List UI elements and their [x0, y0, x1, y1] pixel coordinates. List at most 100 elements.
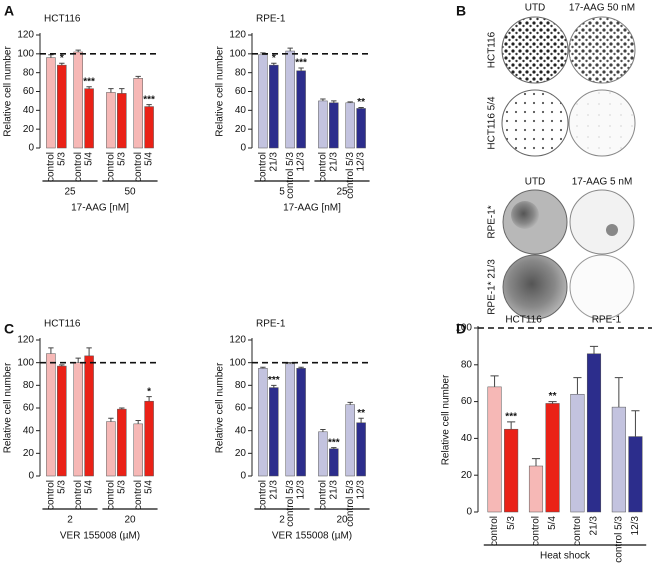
- bar: [46, 353, 56, 477]
- significance: **: [357, 97, 365, 108]
- group-label: 25: [336, 187, 348, 198]
- chart-title: HCT116: [44, 14, 81, 25]
- y-tick-label: 60: [235, 403, 247, 414]
- bar: [144, 400, 154, 477]
- row-label: RPE-1*: [487, 205, 498, 238]
- significance: ***: [268, 375, 280, 386]
- column-header: UTD: [525, 177, 546, 188]
- bar: [46, 57, 56, 149]
- error-bar: [320, 98, 326, 101]
- error-bar: [135, 75, 141, 79]
- y-axis-label: Relative cell number: [441, 374, 452, 465]
- x-tick-label: control: [106, 480, 117, 510]
- error-bar: [573, 377, 582, 395]
- significance: **: [357, 408, 365, 419]
- error-bar: [320, 429, 326, 432]
- significance: ***: [328, 437, 340, 448]
- plate: [569, 189, 635, 255]
- y-axis-label: Relative cell number: [215, 362, 226, 453]
- column-header: 17-AAG 50 nM: [569, 3, 635, 14]
- chart-title: RPE-1: [256, 319, 286, 330]
- bar: [611, 406, 626, 513]
- group-label: 50: [124, 187, 136, 198]
- bar: [570, 393, 585, 513]
- bar: [106, 421, 116, 477]
- y-tick-label: 80: [235, 67, 247, 78]
- significance: **: [549, 391, 557, 402]
- error-bar: [75, 357, 81, 363]
- bar: [269, 387, 279, 477]
- bar: [144, 106, 154, 149]
- error-bar: [75, 49, 81, 52]
- bar: [269, 64, 279, 149]
- error-bar: [108, 88, 114, 93]
- bar: [345, 102, 355, 149]
- x-tick-label: 5/3: [506, 516, 517, 530]
- error-bar: [331, 100, 337, 103]
- y-tick-label: 60: [23, 403, 35, 414]
- group-label: 20: [336, 515, 348, 526]
- y-tick-label: 100: [455, 323, 472, 334]
- y-tick-label: 100: [17, 48, 34, 59]
- x-tick-label: control: [106, 152, 117, 182]
- x-tick-label: control 5/3: [613, 516, 624, 563]
- y-tick-label: 120: [229, 335, 246, 346]
- plate: [568, 16, 636, 84]
- x-tick-label: control: [318, 152, 329, 182]
- panel-letter: D: [456, 321, 466, 337]
- bar: [356, 108, 366, 149]
- x-axis-label: VER 155008 (µM): [60, 531, 140, 542]
- panel-title: HCT116: [505, 315, 542, 326]
- panel-letter: A: [4, 3, 14, 19]
- plate: [502, 254, 568, 320]
- bar: [504, 428, 519, 513]
- x-tick-label: control: [133, 480, 144, 510]
- plate: [501, 16, 569, 84]
- x-tick-label: 12/3: [356, 480, 367, 500]
- significance: ***: [83, 76, 95, 87]
- x-tick-label: control 5/3: [345, 152, 356, 199]
- error-bar: [358, 417, 364, 423]
- x-tick-label: control: [531, 516, 542, 546]
- significance: ***: [505, 411, 517, 422]
- group-label: Heat shock: [540, 551, 591, 562]
- x-tick-label: 12/3: [296, 152, 307, 172]
- y-tick-label: 60: [235, 86, 247, 97]
- error-bar: [146, 104, 152, 107]
- error-bar: [260, 366, 266, 369]
- y-tick-label: 0: [28, 143, 34, 154]
- x-tick-label: 5/4: [84, 152, 95, 166]
- column-header: 17-AAG 5 nM: [572, 177, 633, 188]
- x-tick-label: 12/3: [630, 516, 641, 536]
- x-tick-label: 5/4: [144, 152, 155, 166]
- error-bar: [298, 67, 304, 71]
- error-bar: [614, 377, 623, 408]
- bar: [133, 78, 143, 149]
- bar: [345, 404, 355, 477]
- y-tick-label: 40: [461, 433, 473, 444]
- error-bar: [86, 347, 92, 356]
- row-label: HCT116 5/4: [487, 96, 498, 150]
- plate: [569, 254, 635, 320]
- x-tick-label: control: [133, 152, 144, 182]
- x-tick-label: 21/3: [268, 152, 279, 172]
- error-bar: [631, 410, 640, 437]
- x-tick-label: control: [73, 480, 84, 510]
- panel-letters: A B C D: [4, 3, 466, 337]
- group-label: 2: [279, 515, 285, 526]
- bar: [117, 408, 127, 477]
- bar: [84, 88, 94, 149]
- x-tick-label: control: [489, 516, 500, 546]
- x-tick-label: 5/3: [56, 152, 67, 166]
- chart-title: HCT116: [44, 319, 81, 330]
- error-bar: [59, 364, 65, 367]
- x-tick-label: 12/3: [356, 152, 367, 172]
- bar: [117, 93, 127, 149]
- bar: [285, 363, 295, 477]
- x-tick-label: control 5/3: [285, 480, 296, 527]
- bar: [296, 368, 306, 477]
- x-tick-label: control: [73, 152, 84, 182]
- significance: *: [272, 53, 276, 64]
- bar: [258, 54, 268, 149]
